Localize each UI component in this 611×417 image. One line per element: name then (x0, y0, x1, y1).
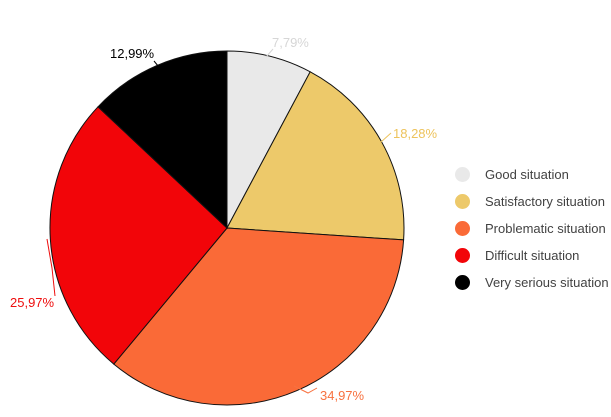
legend-item-label: Problematic situation (485, 221, 606, 236)
slice-percent-label-very-serious-situation: 12,99% (110, 46, 155, 61)
legend: Good situation Satisfactory situation Prob… (455, 167, 609, 290)
legend-item-satisfactory-situation: Satisfactory situation (455, 194, 609, 209)
leader-line-very-serious-situation (153, 60, 164, 73)
slice-percent-label-satisfactory-situation: 18,28% (393, 126, 438, 141)
legend-swatch (455, 275, 470, 290)
slice-percent-label-problematic-situation: 34,97% (320, 388, 365, 403)
legend-swatch (455, 167, 470, 182)
legend-item-good-situation: Good situation (455, 167, 609, 182)
leader-line-problematic-situation (293, 385, 318, 394)
pie-slice-difficult-situation[interactable] (49, 106, 228, 365)
legend-item-label: Very serious situation (485, 275, 609, 290)
legend-item-difficult-situation: Difficult situation (455, 248, 609, 263)
legend-item-problematic-situation: Problematic situation (455, 221, 609, 236)
legend-swatch (455, 248, 470, 263)
legend-item-very-serious-situation: Very serious situation (455, 275, 609, 290)
pie-slice-problematic-situation[interactable] (113, 227, 405, 406)
leader-line-satisfactory-situation (380, 132, 392, 143)
legend-item-label: Difficult situation (485, 248, 580, 263)
leader-line-good-situation (265, 48, 274, 58)
legend-item-label: Satisfactory situation (485, 194, 605, 209)
pie-slice-satisfactory-situation[interactable] (226, 71, 405, 241)
pie-slice-very-serious-situation[interactable] (97, 50, 228, 230)
slice-percent-label-difficult-situation: 25,97% (10, 295, 55, 310)
legend-swatch (455, 194, 470, 209)
legend-item-label: Good situation (485, 167, 569, 182)
leader-line-difficult-situation (46, 238, 56, 297)
legend-swatch (455, 221, 470, 236)
slice-percent-label-good-situation: 7,79% (272, 35, 309, 50)
